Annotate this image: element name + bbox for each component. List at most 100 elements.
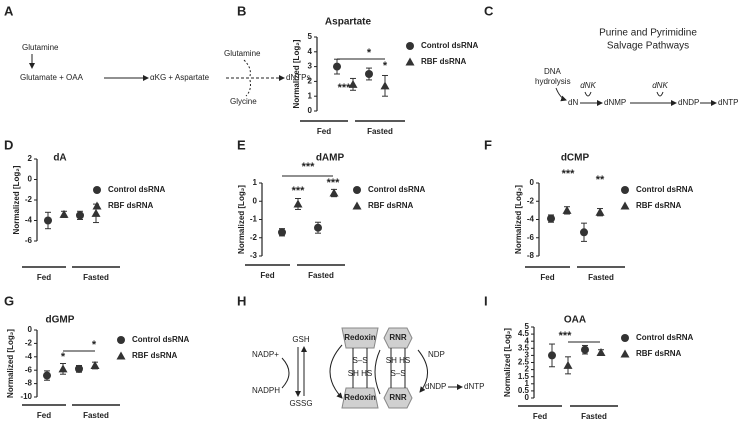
y-tick-label: 4.5 <box>518 329 530 338</box>
y-tick-label: 2 <box>308 77 313 86</box>
point <box>596 348 606 357</box>
chart-title: Aspartate <box>325 17 372 28</box>
legend-label: Control dsRNA <box>368 185 426 194</box>
legend-swatch <box>621 334 629 342</box>
chart-title: dGMP <box>46 315 75 326</box>
point <box>43 371 51 380</box>
point <box>365 70 373 78</box>
y-tick-label: 1 <box>308 91 313 100</box>
label: Glutamine <box>22 43 59 52</box>
legend-label: RBF dsRNA <box>132 351 178 360</box>
y-tick-label: 2 <box>525 365 530 374</box>
y-axis-label: Normalized [Log₂] <box>6 329 15 398</box>
legend-swatch <box>406 42 414 50</box>
point <box>333 62 341 71</box>
y-tick-label: -4 <box>527 215 535 224</box>
label: DNA <box>544 67 562 76</box>
arrow <box>281 357 290 389</box>
panel-letter: I <box>484 293 488 308</box>
point <box>548 351 556 360</box>
label: Glutamine <box>224 49 261 58</box>
x-tick-label: Fasted <box>83 411 109 420</box>
label: SH HS <box>348 369 372 378</box>
legend-label: RBF dsRNA <box>421 57 467 66</box>
y-tick-label: -8 <box>527 251 535 260</box>
y-tick-label: 0 <box>28 175 33 184</box>
y-tick-label: 5 <box>308 32 313 41</box>
panel-letter: E <box>237 137 246 152</box>
significance: * <box>367 47 372 59</box>
label: S–S <box>390 369 405 378</box>
point <box>581 345 589 354</box>
label: dNDP <box>678 98 699 107</box>
label: dNTPs <box>286 73 310 82</box>
point <box>59 209 69 218</box>
label: dNTP <box>464 382 484 391</box>
point <box>595 207 605 216</box>
legend-label: RBF dsRNA <box>108 201 154 210</box>
point <box>91 208 101 217</box>
point <box>547 214 555 223</box>
label: NADPH <box>252 386 280 395</box>
label: GSSG <box>289 399 312 408</box>
legend-swatch <box>621 186 629 194</box>
point <box>44 216 52 225</box>
significance: ** <box>596 174 605 186</box>
y-tick-label: 0 <box>28 325 33 334</box>
arrow <box>374 349 381 395</box>
panel-letter: D <box>4 137 13 152</box>
label: Redoxin <box>344 393 376 402</box>
significance: *** <box>292 185 306 197</box>
legend-label: Control dsRNA <box>421 41 479 50</box>
chart-title: dAMP <box>316 153 345 164</box>
x-tick-label: Fed <box>260 271 274 280</box>
point <box>75 364 83 373</box>
label: NADP+ <box>252 350 279 359</box>
y-tick-label: 0 <box>308 106 313 115</box>
chart-title: OAA <box>564 315 586 326</box>
legend-label: RBF dsRNA <box>636 349 682 358</box>
legend-swatch <box>117 336 125 344</box>
y-tick-label: 2.5 <box>518 358 530 367</box>
significance: *** <box>559 330 573 342</box>
panel-letter: B <box>237 3 246 18</box>
arrow <box>417 349 428 393</box>
y-tick-label: -8 <box>25 379 33 388</box>
label: GSH <box>292 335 310 344</box>
legend-swatch <box>620 201 630 210</box>
legend-label: Control dsRNA <box>636 185 694 194</box>
point <box>580 228 588 237</box>
x-tick-label: Fed <box>37 273 51 282</box>
label: NDP <box>428 350 445 359</box>
label: SH HS <box>386 356 410 365</box>
arrow <box>584 91 592 97</box>
legend-swatch <box>116 351 126 360</box>
arrow <box>555 87 567 102</box>
y-tick-label: 4 <box>525 336 530 345</box>
legend-label: Control dsRNA <box>108 185 166 194</box>
shape <box>383 327 413 349</box>
significance: * <box>92 339 97 351</box>
x-tick-label: Fed <box>317 127 331 136</box>
legend-label: Control dsRNA <box>132 335 190 344</box>
arrow <box>656 91 664 97</box>
y-tick-label: 3.5 <box>518 343 530 352</box>
y-tick-label: 0 <box>530 178 535 187</box>
label: dNDP <box>425 382 446 391</box>
legend-swatch <box>352 201 362 210</box>
point <box>293 199 303 208</box>
panel-letter: F <box>484 137 492 152</box>
point <box>76 211 84 220</box>
y-tick-label: -10 <box>20 392 32 401</box>
shape <box>341 327 379 349</box>
point <box>314 223 322 232</box>
y-tick-label: 0 <box>253 196 258 205</box>
legend-swatch <box>620 349 630 358</box>
significance: *** <box>338 82 352 94</box>
label: Redoxin <box>344 333 376 342</box>
y-tick-label: 3 <box>308 62 313 71</box>
y-tick-label: 0.5 <box>518 386 530 395</box>
legend-swatch <box>405 57 415 66</box>
diagram-a: Glutamine Glutamate + OAA αKG + Aspartat… <box>20 43 310 106</box>
